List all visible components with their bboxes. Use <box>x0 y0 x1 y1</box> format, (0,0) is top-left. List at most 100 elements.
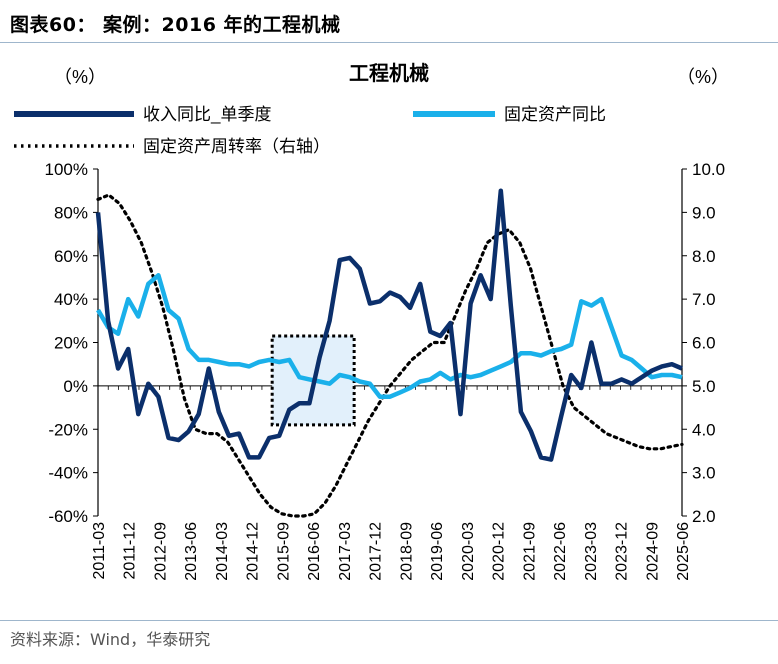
data-point-fai <box>439 372 441 374</box>
data-point-revenue <box>399 296 401 298</box>
left-tick-label: 100% <box>45 160 88 179</box>
data-point-revenue <box>671 363 673 365</box>
data-point-fai <box>369 383 371 385</box>
data-point-turnover <box>324 502 326 504</box>
data-point-fai <box>631 359 633 361</box>
data-point-revenue <box>147 383 149 385</box>
data-point-turnover <box>584 415 586 417</box>
right-tick-label: 10.0 <box>692 160 725 179</box>
data-point-revenue <box>177 439 179 441</box>
data-point-revenue <box>238 432 240 434</box>
data-point-revenue <box>520 411 522 413</box>
x-tick-label: 2020-12 <box>491 522 508 581</box>
x-tick-label: 2011-03 <box>91 522 108 580</box>
data-point-turnover <box>638 445 640 447</box>
x-tick-label: 2017-03 <box>337 522 354 581</box>
data-point-revenue <box>620 378 622 380</box>
chart-title: 工程机械 <box>349 61 429 85</box>
x-tick-label: 2016-06 <box>306 522 323 581</box>
data-point-turnover <box>573 406 575 408</box>
data-point-revenue <box>641 376 643 378</box>
data-point-fai <box>137 315 139 317</box>
data-point-revenue <box>681 367 683 369</box>
data-point-fai <box>97 309 99 311</box>
x-tick-label: 2024-09 <box>644 522 661 581</box>
data-point-turnover <box>216 432 218 434</box>
data-point-turnover <box>129 220 131 222</box>
legend: 收入同比_单季度 固定资产同比 固定资产周转率（右轴） <box>14 105 606 156</box>
data-point-fai <box>208 359 210 361</box>
data-point-turnover <box>648 448 650 450</box>
data-point-fai <box>318 380 320 382</box>
data-point-fai <box>570 344 572 346</box>
data-point-turnover <box>519 242 521 244</box>
data-point-turnover <box>151 272 153 274</box>
data-point-revenue <box>469 302 471 304</box>
x-tick-label: 2012-09 <box>152 522 169 581</box>
data-point-turnover <box>681 443 683 445</box>
data-point-revenue <box>288 409 290 411</box>
data-point-turnover <box>346 463 348 465</box>
data-point-fai <box>610 326 612 328</box>
data-point-turnover <box>421 350 423 352</box>
right-tick-label: 4.0 <box>692 420 716 439</box>
data-point-fai <box>339 374 341 376</box>
data-point-turnover <box>378 402 380 404</box>
x-tick-label: 2023-03 <box>583 522 600 581</box>
data-point-fai <box>459 374 461 376</box>
data-point-revenue <box>369 302 371 304</box>
data-point-turnover <box>237 458 239 460</box>
data-point-turnover <box>313 513 315 515</box>
data-point-turnover <box>248 476 250 478</box>
data-point-fai <box>187 348 189 350</box>
data-point-revenue <box>631 383 633 385</box>
data-point-turnover <box>140 242 142 244</box>
left-tick-label: 0% <box>63 377 88 396</box>
data-point-revenue <box>409 307 411 309</box>
data-point-fai <box>520 352 522 354</box>
data-point-revenue <box>590 341 592 343</box>
data-point-revenue <box>580 387 582 389</box>
data-point-turnover <box>627 441 629 443</box>
data-point-turnover <box>259 493 261 495</box>
data-point-fai <box>258 361 260 363</box>
data-point-turnover <box>270 506 272 508</box>
data-point-turnover <box>389 385 391 387</box>
right-tick-label: 2.0 <box>692 507 716 526</box>
data-point-fai <box>681 376 683 378</box>
data-point-fai <box>389 396 391 398</box>
data-point-revenue <box>359 268 361 270</box>
right-tick-label: 3.0 <box>692 464 716 483</box>
right-tick-label: 7.0 <box>692 290 716 309</box>
source-note: 资料来源：Wind，华泰研究 <box>10 630 211 649</box>
data-point-fai <box>359 380 361 382</box>
data-point-fai <box>530 352 532 354</box>
data-point-turnover <box>173 350 175 352</box>
data-point-fai <box>268 359 270 361</box>
data-point-fai <box>167 309 169 311</box>
data-point-fai <box>409 387 411 389</box>
x-tick-label: 2019-06 <box>429 522 446 581</box>
data-point-revenue <box>298 402 300 404</box>
data-point-revenue <box>157 396 159 398</box>
data-point-revenue <box>339 259 341 261</box>
legend-label-revenue: 收入同比_单季度 <box>143 105 271 124</box>
data-point-revenue <box>117 367 119 369</box>
data-point-turnover <box>410 359 412 361</box>
data-point-revenue <box>248 456 250 458</box>
data-point-fai <box>540 354 542 356</box>
data-point-fai <box>117 333 119 335</box>
data-point-revenue <box>610 383 612 385</box>
data-point-revenue <box>278 435 280 437</box>
data-point-revenue <box>218 411 220 413</box>
data-point-turnover <box>443 341 445 343</box>
data-point-fai <box>580 300 582 302</box>
data-point-revenue <box>530 430 532 432</box>
left-tick-label: 40% <box>54 290 88 309</box>
data-point-fai <box>238 363 240 365</box>
data-point-fai <box>429 378 431 380</box>
data-point-fai <box>449 378 451 380</box>
data-point-revenue <box>600 383 602 385</box>
data-point-turnover <box>486 242 488 244</box>
data-point-fai <box>177 317 179 319</box>
